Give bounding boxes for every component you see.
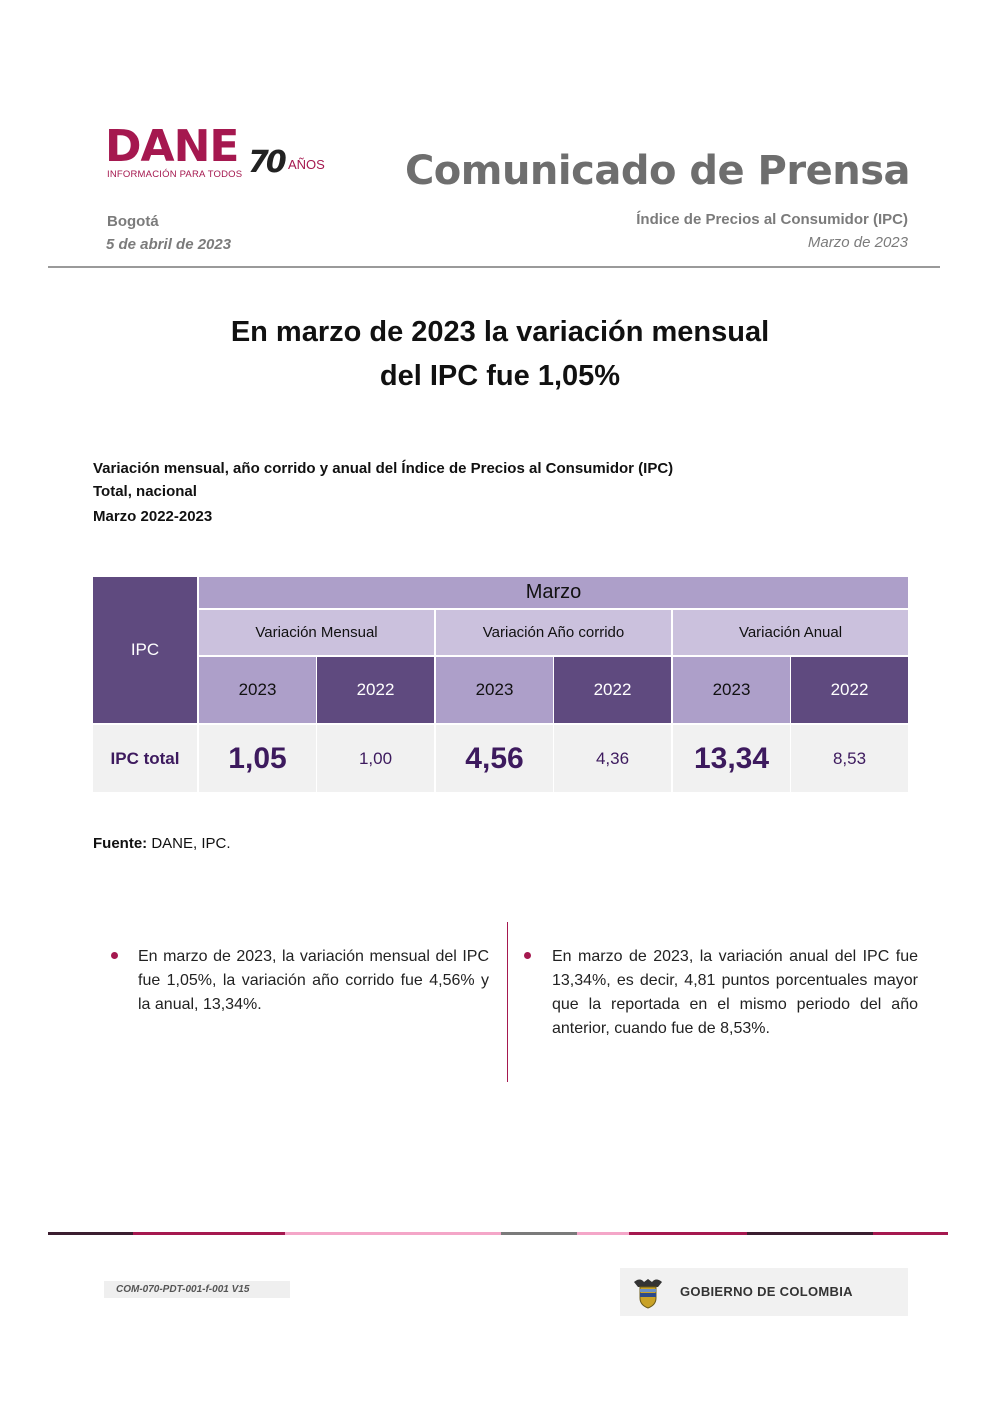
source-note: Fuente: DANE, IPC. [93, 835, 231, 852]
year-header: 2022 [554, 657, 671, 723]
bullet-dot-icon [111, 952, 118, 959]
publication-date: 5 de abril de 2023 [106, 236, 232, 253]
table-caption-scope: Total, nacional [93, 483, 197, 500]
document-code: COM-070-PDT-001-f-001 V15 [104, 1281, 290, 1298]
table-caption-period: Marzo 2022-2023 [93, 508, 213, 525]
logo-wordmark: DANE [105, 121, 239, 172]
value-ano-corrido-2022: 4,36 [554, 725, 671, 792]
year-header: 2023 [436, 657, 553, 723]
dane-logo: DANE INFORMACIÓN PARA TODOS 70 AÑOS [105, 125, 335, 185]
group-header-ano-corrido: Variación Año corrido [436, 610, 671, 655]
source-text: DANE, IPC. [147, 835, 231, 852]
bullet-dot-icon [524, 952, 531, 959]
bullet-right: En marzo de 2023, la variación anual del… [552, 948, 918, 1037]
logo-tagline: INFORMACIÓN PARA TODOS [107, 169, 243, 180]
group-header-anual: Variación Anual [673, 610, 908, 655]
table-month-header: Marzo [199, 577, 908, 608]
document-title: Comunicado de Prensa [404, 148, 911, 194]
header-divider [48, 266, 940, 268]
logo-anniversary-suffix: AÑOS [288, 157, 325, 172]
coat-of-arms-icon [634, 1279, 662, 1309]
value-mensual-2022: 1,00 [317, 725, 434, 792]
year-header: 2023 [673, 657, 790, 723]
government-badge: GOBIERNO DE COLOMBIA [620, 1268, 908, 1316]
source-label: Fuente: [93, 835, 148, 852]
value-ano-corrido-2023: 4,56 [436, 725, 553, 792]
column-divider [507, 922, 508, 1082]
value-anual-2023: 13,34 [673, 725, 790, 792]
city: Bogotá [107, 213, 159, 230]
footer-color-bar [48, 1232, 948, 1235]
year-header: 2022 [317, 657, 434, 723]
value-anual-2022: 8,53 [791, 725, 908, 792]
table-row-header: IPC [93, 577, 197, 723]
value-mensual-2023: 1,05 [199, 725, 316, 792]
year-header: 2023 [199, 657, 316, 723]
table-caption-title: Variación mensual, año corrido y anual d… [93, 460, 674, 477]
row-label-ipc-total: IPC total [93, 725, 197, 792]
reference-period: Marzo de 2023 [807, 234, 908, 251]
bullet-left: En marzo de 2023, la variación mensual d… [138, 948, 489, 1013]
year-header: 2022 [791, 657, 908, 723]
subject: Índice de Precios al Consumidor (IPC) [636, 211, 908, 228]
headline: En marzo de 2023 la variación mensual de… [100, 310, 900, 398]
group-header-mensual: Variación Mensual [199, 610, 434, 655]
logo-anniversary: 70 [248, 145, 287, 180]
government-label: GOBIERNO DE COLOMBIA [680, 1284, 853, 1299]
ipc-table: IPC Marzo Variación Mensual Variación Añ… [93, 577, 908, 792]
headline-line-2: del IPC fue 1,05% [379, 360, 621, 392]
headline-line-1: En marzo de 2023 la variación mensual [230, 316, 770, 348]
